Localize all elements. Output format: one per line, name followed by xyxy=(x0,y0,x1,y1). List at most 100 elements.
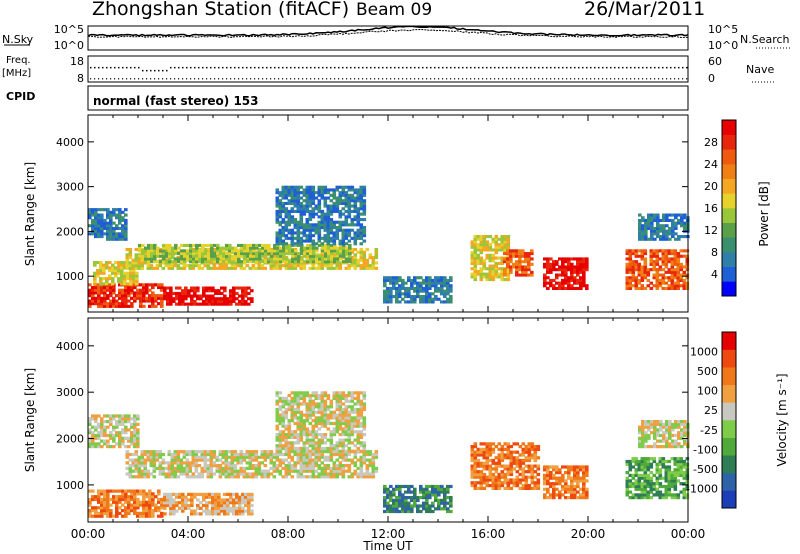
beam-label: Beam 09 xyxy=(356,0,433,20)
freq-tick-bottom: 8 xyxy=(77,72,84,85)
x-axis-label: Time UT xyxy=(362,539,413,553)
echo-region xyxy=(543,257,589,290)
echo-region xyxy=(625,249,690,290)
colorbar-swatch xyxy=(722,437,736,456)
colorbar-swatch xyxy=(722,266,736,282)
velocity-y-label: Slant Range [km] xyxy=(23,368,37,472)
x-tick-label: 08:00 xyxy=(271,527,306,541)
colorbar-swatch xyxy=(722,281,736,297)
velocity-colorbar: 1000 500 100 25 -25 -100 -500 -1000 xyxy=(686,331,737,509)
power-colorbar: 4 8 12 16 20 24 28 xyxy=(704,119,737,297)
x-tick-label: 00:00 xyxy=(671,527,706,541)
echo-region xyxy=(88,489,164,518)
colorbar-swatch xyxy=(722,120,736,135)
colorbar-tick-label: 8 xyxy=(711,246,718,259)
sky-right-tick-top: 10^5 xyxy=(708,23,738,36)
colorbar-tick-label: 4 xyxy=(711,268,718,281)
echo-region xyxy=(543,465,589,500)
echo-region xyxy=(275,185,367,246)
date-label: 26/Mar/2011 xyxy=(584,0,706,20)
search-right-label: N.Search xyxy=(740,33,790,46)
colorbar-tick-label: 500 xyxy=(697,365,718,378)
colorbar-tick-label: 12 xyxy=(704,224,718,237)
sky-left-tick-top: 10^5 xyxy=(54,23,84,36)
nave-tick-bottom: 0 xyxy=(708,72,715,85)
colorbar-swatch xyxy=(722,252,736,267)
velocity-colorbar-label: Velocity [m s⁻¹] xyxy=(775,373,789,466)
echo-region xyxy=(93,261,139,286)
colorbar-swatch xyxy=(722,402,736,421)
colorbar-swatch xyxy=(722,420,736,438)
velocity-y-axis: 1000 2000 3000 4000 xyxy=(56,340,688,492)
colorbar-tick-label: 25 xyxy=(704,404,718,417)
nave-label: Nave xyxy=(746,63,774,76)
power-y-axis: 1000 2000 3000 4000 xyxy=(56,136,688,283)
x-tick-label: 20:00 xyxy=(571,527,606,541)
colorbar-tick-label: 100 xyxy=(697,385,718,398)
echo-region xyxy=(125,450,379,479)
colorbar-swatch xyxy=(722,455,736,474)
x-tick-label: 04:00 xyxy=(171,527,206,541)
colorbar-swatch xyxy=(722,222,736,238)
power-x-axis xyxy=(87,115,689,312)
sky-right-tick-bottom: 10^0 xyxy=(708,39,738,52)
y-tick-label: 4000 xyxy=(56,136,84,149)
y-tick-label: 3000 xyxy=(56,181,84,194)
colorbar-swatch xyxy=(722,208,736,223)
power-panel: 1000 2000 3000 4000 Slant Range [km] 4 8 12 16… xyxy=(23,114,771,313)
echo-region xyxy=(383,484,453,514)
echo-region xyxy=(638,420,690,449)
colorbar-swatch xyxy=(722,490,736,509)
x-tick-label: 12:00 xyxy=(371,527,406,541)
colorbar-swatch xyxy=(722,237,736,253)
sky-series xyxy=(87,25,689,38)
cpid-label: CPID xyxy=(6,90,35,103)
y-tick-label: 1000 xyxy=(56,479,84,492)
power-colorbar-label: Power [dB] xyxy=(757,181,771,246)
echo-region xyxy=(88,208,128,241)
cpid-strip: CPID normal (fast stereo) 153 xyxy=(6,85,689,111)
colorbar-tick-label: -100 xyxy=(693,443,718,456)
sky-left-label: N.Sky xyxy=(2,33,34,46)
colorbar-swatch xyxy=(722,193,736,209)
y-tick-label: 2000 xyxy=(56,225,84,238)
colorbar-tick-label: 16 xyxy=(704,202,718,215)
freq-label: Freq. xyxy=(6,55,31,66)
colorbar-tick-label: 1000 xyxy=(690,346,718,359)
power-heatmap xyxy=(88,185,690,308)
colorbar-swatch xyxy=(722,332,736,350)
colorbar-tick-label: 24 xyxy=(704,158,718,171)
colorbar-swatch xyxy=(722,367,736,386)
velocity-heatmap xyxy=(88,391,690,518)
y-tick-label: 3000 xyxy=(56,386,84,399)
echo-region xyxy=(88,283,164,308)
echo-region xyxy=(138,243,352,264)
y-tick-label: 1000 xyxy=(56,270,84,283)
colorbar-tick-label: 28 xyxy=(704,136,718,149)
colorbar-tick-label: -1000 xyxy=(686,482,718,495)
colorbar-swatch xyxy=(722,149,736,165)
sky-left-tick-bottom: 10^0 xyxy=(54,39,84,52)
y-tick-label: 4000 xyxy=(56,340,84,353)
cpid-value: normal (fast stereo) 153 xyxy=(93,94,259,108)
y-tick-label: 2000 xyxy=(56,433,84,446)
echo-region xyxy=(470,442,541,490)
echo-region xyxy=(88,414,140,449)
x-tick-label: 16:00 xyxy=(471,527,506,541)
sky-strip: N.Sky 10^5 10^0 10^5 10^0 N.Search xyxy=(2,23,792,52)
echo-region xyxy=(638,213,690,241)
velocity-panel: 1000 2000 3000 4000 Slant Range [km] 00:00 0… xyxy=(23,317,789,541)
freq-series xyxy=(90,66,688,80)
echo-region xyxy=(163,492,254,516)
colorbar-swatch xyxy=(722,178,736,194)
velocity-x-axis: 00:00 04:00 08:00 12:00 16:00 20:00 00:00 xyxy=(71,318,706,541)
colorbar-swatch xyxy=(722,164,736,179)
power-y-label: Slant Range [km] xyxy=(23,162,37,266)
echo-region xyxy=(625,457,690,500)
colorbar-swatch xyxy=(722,134,736,150)
echo-region xyxy=(275,391,367,453)
colorbar-tick-label: 20 xyxy=(704,180,718,193)
freq-strip: Freq. [MHz] 18 8 60 0 Nave xyxy=(2,55,776,85)
freq-tick-top: 18 xyxy=(70,55,84,68)
